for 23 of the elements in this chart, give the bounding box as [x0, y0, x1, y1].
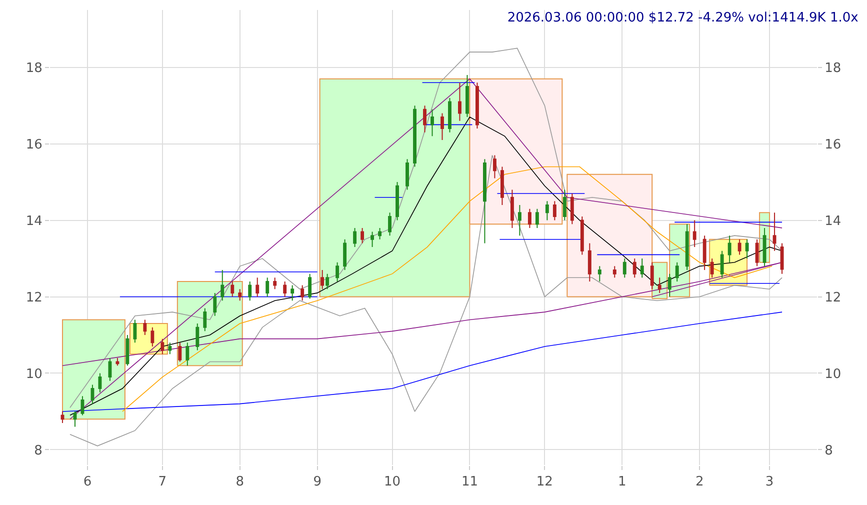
- x-tick-label: 8: [236, 474, 244, 490]
- y-tick-label: 14: [26, 214, 42, 229]
- y2-tick-label: 12: [824, 290, 842, 306]
- y-tick-label: 10: [26, 366, 42, 382]
- x-tick-label: 11: [461, 474, 478, 490]
- x-tick-label: 6: [83, 474, 92, 490]
- y-tick-label: 16: [26, 137, 42, 152]
- y2-tick-label: 10: [824, 366, 842, 382]
- y2-tick-label: 18: [824, 60, 842, 76]
- y2-tick-label: 16: [824, 137, 842, 152]
- y2-tick-label: 14: [824, 214, 842, 229]
- y2-tick-label: 8: [824, 443, 833, 458]
- x-tick-label: 9: [313, 474, 322, 490]
- y-tick-label: 12: [26, 290, 42, 306]
- x-tick-label: 1: [618, 474, 626, 490]
- chart-title: 2026.03.06 00:00:00 $12.72 -4.29% vol:1414.9K 1.0x: [507, 10, 859, 26]
- x-tick-label: 10: [384, 474, 401, 490]
- x-tick-label: 12: [536, 474, 553, 490]
- x-tick-label: 3: [765, 474, 774, 490]
- y-tick-label: 18: [26, 60, 42, 76]
- y-tick-label: 8: [34, 443, 42, 458]
- x-tick-label: 2: [695, 474, 704, 490]
- x-tick-label: 7: [158, 474, 167, 490]
